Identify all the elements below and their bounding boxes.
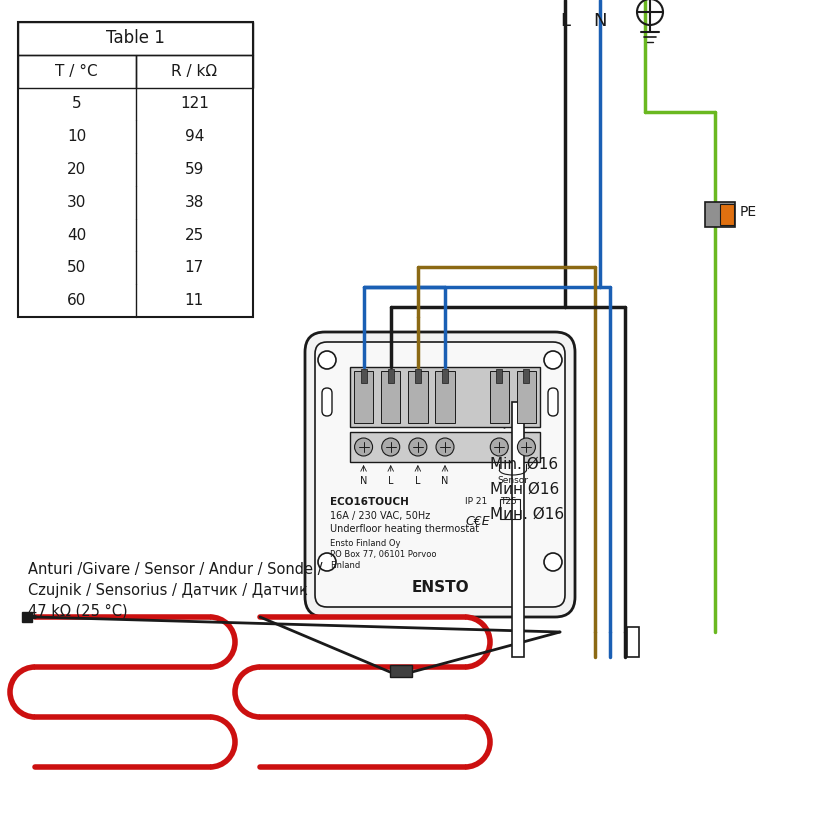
- Text: N: N: [441, 476, 449, 486]
- Text: Finland: Finland: [330, 561, 361, 570]
- Text: 94: 94: [185, 129, 204, 144]
- Bar: [381, 371, 400, 423]
- FancyBboxPatch shape: [305, 332, 575, 617]
- Bar: [361, 369, 366, 383]
- Text: L: L: [560, 12, 570, 30]
- Bar: [497, 369, 502, 383]
- Text: 40: 40: [67, 228, 87, 243]
- Text: 10: 10: [67, 129, 87, 144]
- FancyBboxPatch shape: [315, 342, 565, 607]
- Text: 38: 38: [185, 195, 204, 210]
- Text: 59: 59: [185, 162, 204, 177]
- Circle shape: [544, 351, 562, 369]
- Circle shape: [490, 438, 508, 456]
- Text: Anturi /Givare / Sensor / Andur / Sonde /
Czujnik / Sensorius / Датчик / Датчик
: Anturi /Givare / Sensor / Andur / Sonde …: [28, 562, 323, 619]
- Bar: [408, 371, 427, 423]
- Bar: [135, 55, 253, 87]
- Text: N: N: [360, 476, 367, 486]
- Text: Table 1: Table 1: [106, 29, 165, 47]
- Circle shape: [517, 438, 535, 456]
- Text: R / kΩ: R / kΩ: [172, 64, 217, 79]
- Text: 11: 11: [185, 293, 204, 308]
- Bar: [350, 367, 540, 427]
- Bar: [489, 371, 509, 423]
- Bar: [388, 369, 394, 383]
- Text: 16A / 230 VAC, 50Hz: 16A / 230 VAC, 50Hz: [330, 511, 431, 521]
- Text: 20: 20: [67, 162, 87, 177]
- Bar: [516, 371, 536, 423]
- Text: Sensor: Sensor: [497, 476, 528, 485]
- Bar: [523, 369, 530, 383]
- Text: 17: 17: [185, 260, 204, 275]
- Text: 30: 30: [67, 195, 87, 210]
- Text: Ensto Finland Oy: Ensto Finland Oy: [330, 539, 400, 548]
- Bar: [22, 612, 32, 622]
- Text: 50: 50: [67, 260, 87, 275]
- Circle shape: [318, 351, 336, 369]
- Circle shape: [409, 438, 427, 456]
- Bar: [390, 665, 412, 677]
- Text: L: L: [388, 476, 394, 486]
- Text: Underfloor heating thermostat: Underfloor heating thermostat: [330, 524, 479, 534]
- Bar: [18, 22, 253, 317]
- Text: ENSTO: ENSTO: [411, 580, 469, 595]
- Text: 60: 60: [67, 293, 87, 308]
- Bar: [354, 371, 374, 423]
- Text: PE: PE: [740, 205, 757, 219]
- Circle shape: [382, 438, 400, 456]
- Bar: [442, 369, 448, 383]
- Text: ECO16TOUCH: ECO16TOUCH: [330, 497, 409, 507]
- Bar: [350, 432, 540, 462]
- Bar: [415, 369, 421, 383]
- FancyBboxPatch shape: [548, 388, 558, 416]
- Text: IP 21: IP 21: [465, 497, 488, 506]
- Text: N: N: [593, 12, 606, 30]
- Bar: [512, 402, 524, 657]
- Circle shape: [436, 438, 454, 456]
- Text: 25: 25: [185, 228, 204, 243]
- Circle shape: [544, 553, 562, 571]
- Bar: [627, 627, 639, 657]
- Bar: [705, 202, 735, 227]
- Bar: [436, 371, 455, 423]
- Text: 5: 5: [72, 97, 82, 111]
- Text: T25: T25: [500, 497, 516, 506]
- Text: T / °C: T / °C: [55, 64, 98, 79]
- Bar: [720, 204, 734, 225]
- Text: 121: 121: [180, 97, 209, 111]
- Circle shape: [318, 553, 336, 571]
- FancyBboxPatch shape: [322, 388, 332, 416]
- Circle shape: [355, 438, 373, 456]
- Bar: [500, 499, 520, 519]
- Bar: [18, 55, 135, 87]
- Bar: [18, 22, 253, 55]
- Text: Min. Ø16
Мин Ø16
Мин. Ø16: Min. Ø16 Мин Ø16 Мин. Ø16: [490, 457, 564, 521]
- Text: L: L: [415, 476, 421, 486]
- Text: PO Box 77, 06101 Porvoo: PO Box 77, 06101 Porvoo: [330, 550, 436, 559]
- Text: C€E: C€E: [465, 515, 489, 528]
